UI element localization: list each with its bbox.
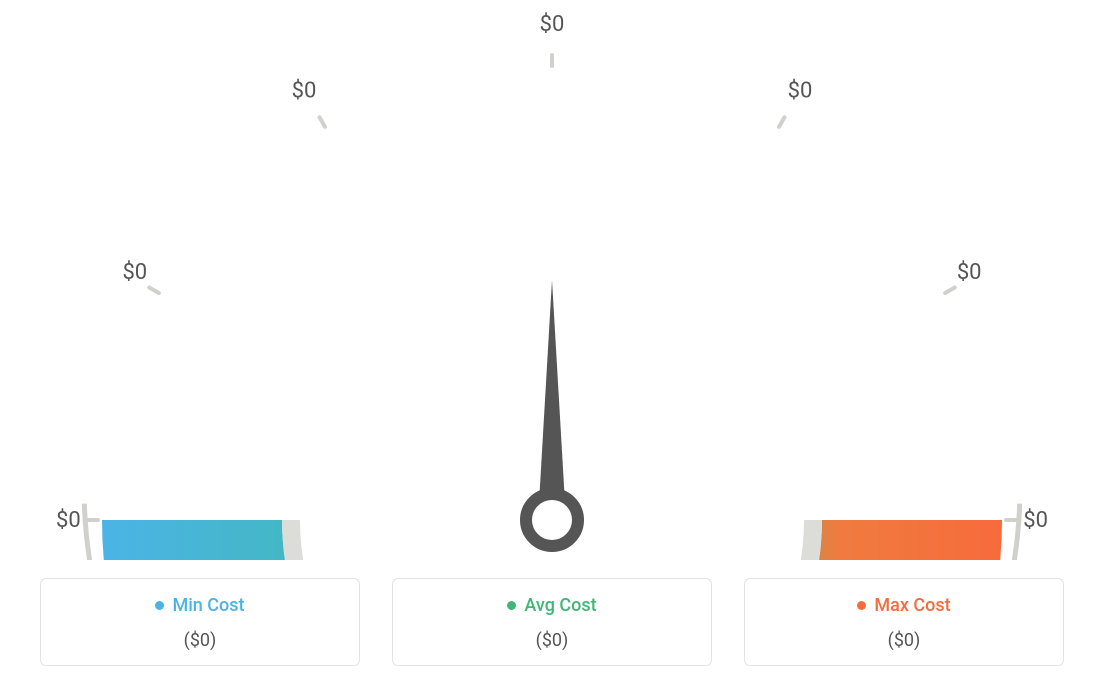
svg-text:$0: $0 xyxy=(122,260,147,285)
svg-text:$0: $0 xyxy=(292,78,317,103)
legend-value-max: ($0) xyxy=(755,630,1053,651)
legend-title-avg: Avg Cost xyxy=(507,595,596,616)
legend-title-max: Max Cost xyxy=(857,595,950,616)
legend-title-min: Min Cost xyxy=(155,595,244,616)
svg-text:$0: $0 xyxy=(540,12,565,37)
legend-label-max: Max Cost xyxy=(874,595,950,616)
svg-text:$0: $0 xyxy=(957,260,982,285)
legend-label-avg: Avg Cost xyxy=(524,595,596,616)
legend-card-avg: Avg Cost ($0) xyxy=(392,578,712,666)
legend-card-min: Min Cost ($0) xyxy=(40,578,360,666)
svg-text:$0: $0 xyxy=(1023,508,1048,533)
legend-value-avg: ($0) xyxy=(403,630,701,651)
svg-text:$0: $0 xyxy=(788,78,813,103)
legend-card-max: Max Cost ($0) xyxy=(744,578,1064,666)
gauge-container: $0 $0 $0 $0 $0 $0 $0 xyxy=(42,0,1062,560)
legend-dot-max xyxy=(857,601,866,610)
svg-text:$0: $0 xyxy=(56,508,81,533)
legend-row: Min Cost ($0) Avg Cost ($0) Max Cost ($0… xyxy=(40,578,1064,666)
legend-label-min: Min Cost xyxy=(172,595,244,616)
legend-dot-min xyxy=(155,601,164,610)
legend-value-min: ($0) xyxy=(51,630,349,651)
legend-dot-avg xyxy=(507,601,516,610)
gauge-svg: $0 $0 $0 $0 $0 $0 $0 xyxy=(42,0,1062,560)
